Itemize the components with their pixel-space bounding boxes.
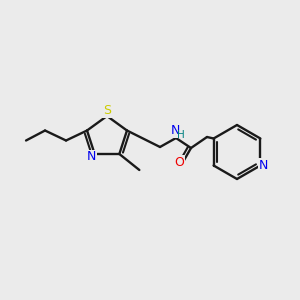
Text: N: N <box>170 124 180 137</box>
Text: H: H <box>177 130 185 140</box>
Text: N: N <box>87 151 96 164</box>
Text: O: O <box>174 155 184 169</box>
Text: S: S <box>103 104 111 118</box>
Text: N: N <box>259 159 268 172</box>
